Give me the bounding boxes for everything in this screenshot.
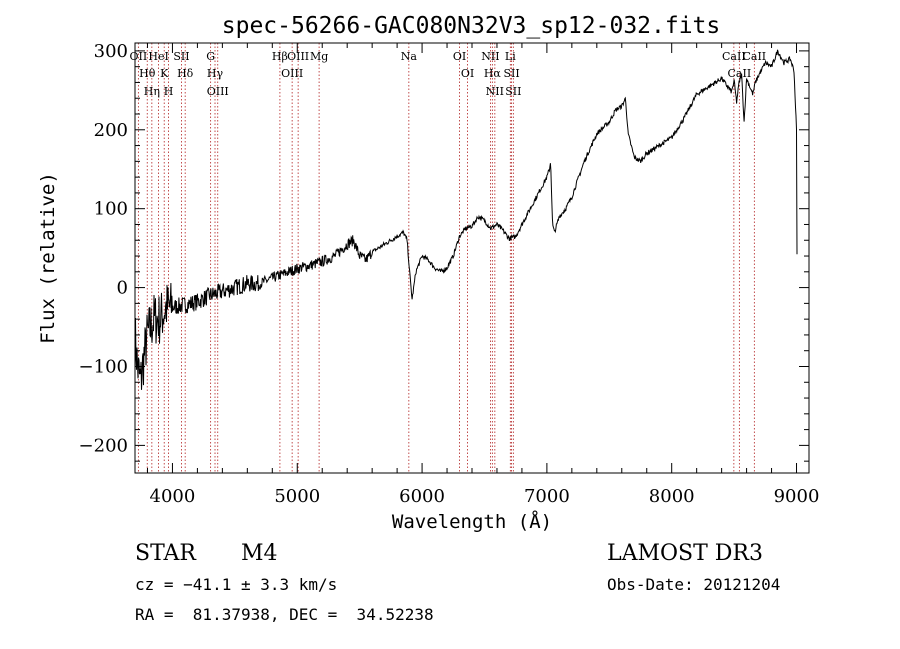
line-label-4: K — [160, 67, 169, 80]
x-tick-label-1: 5000 — [274, 486, 320, 507]
y-tick-label-2: 0 — [117, 278, 128, 299]
line-label-21: Li — [505, 50, 516, 63]
survey-name: LAMOST DR3 — [607, 541, 763, 566]
line-label-22: SII — [503, 67, 519, 80]
line-label-1: Hθ — [139, 67, 156, 80]
x-tick-label-3: 7000 — [524, 486, 570, 507]
x-tick-label-0: 4000 — [150, 486, 196, 507]
x-tick-label-5: 9000 — [774, 486, 820, 507]
line-label-11: Hβ — [272, 50, 288, 63]
line-label-9: Hγ — [207, 67, 224, 80]
line-label-15: Na — [401, 50, 418, 63]
x-axis-ticks: 4000 5000 6000 7000 8000 9000 — [146, 43, 820, 507]
object-subclass: M4 — [241, 541, 278, 566]
line-label-24: CaII — [722, 50, 746, 63]
line-label-3: HeI — [148, 50, 168, 63]
line-label-6: SII — [173, 50, 189, 63]
line-label-17: OI — [461, 67, 474, 80]
line-label-14: Mg — [310, 50, 328, 63]
line-label-10: OIII — [207, 85, 229, 98]
obs-date: Obs-Date: 20121204 — [607, 575, 780, 594]
line-label-20: NII — [486, 85, 504, 98]
line-label-26: CaII — [742, 50, 766, 63]
x-tick-label-2: 6000 — [399, 486, 445, 507]
line-label-19: Hα — [484, 67, 502, 80]
y-tick-label-1: −100 — [79, 356, 128, 377]
object-class: STAR — [135, 541, 197, 566]
line-label-18: NII — [481, 50, 499, 63]
y-tick-label-0: −200 — [79, 435, 128, 456]
y-tick-label-5: 300 — [94, 41, 128, 62]
y-tick-label-3: 100 — [94, 199, 128, 220]
line-label-16: OI — [453, 50, 466, 63]
line-label-25: CaII — [728, 67, 752, 80]
line-label-23: SII — [505, 85, 521, 98]
line-label-12: OIII — [281, 67, 303, 80]
plot-frame — [134, 42, 810, 474]
spectral-line-markers — [137, 43, 755, 473]
line-label-5: H — [164, 85, 174, 98]
line-label-0: OII — [130, 50, 148, 63]
spectrum-line — [134, 49, 798, 390]
redshift-cz: cz = −41.1 ± 3.3 km/s — [135, 575, 337, 594]
line-label-8: G — [206, 50, 215, 63]
line-label-7: Hδ — [177, 67, 194, 80]
chart-title: spec-56266-GAC080N32V3_sp12-032.fits — [222, 13, 721, 39]
y-axis-ticks: −200 −100 0 100 200 300 — [79, 41, 809, 462]
y-tick-label-4: 200 — [94, 120, 128, 141]
y-axis-label: Flux (relative) — [37, 172, 59, 344]
line-label-2: Hη — [144, 85, 160, 98]
x-axis-label: Wavelength (Å) — [392, 510, 552, 533]
x-tick-label-4: 8000 — [649, 486, 695, 507]
coordinates: RA = 81.37938, DEC = 34.52238 — [135, 605, 434, 624]
line-label-13: OIII — [287, 50, 309, 63]
